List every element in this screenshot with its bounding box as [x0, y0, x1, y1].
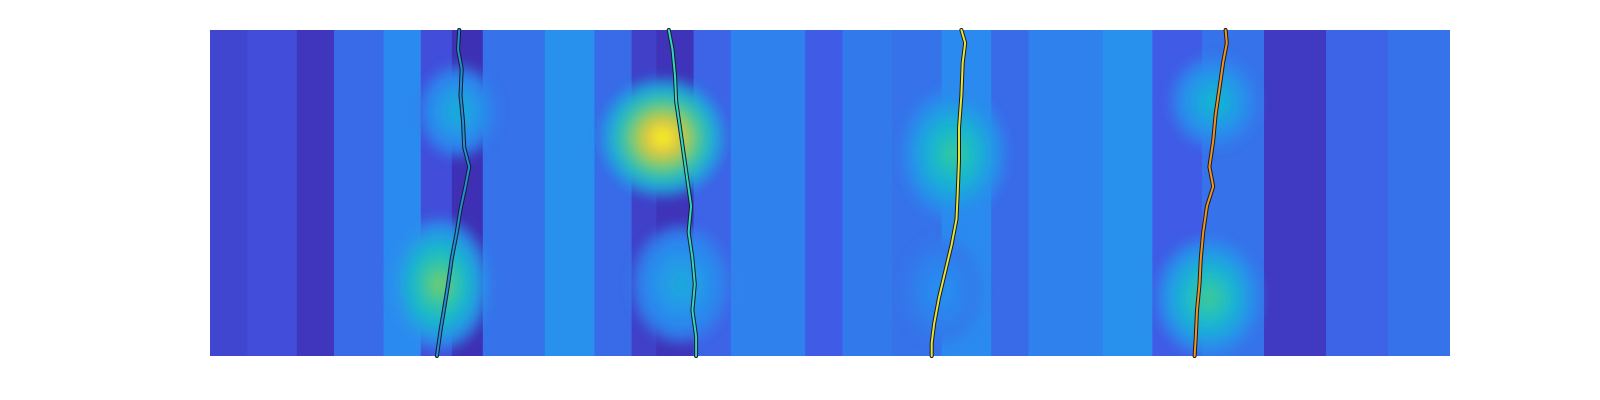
- heatmap-spot-1-upper: [418, 65, 498, 158]
- heatmap-spot-3-main: [901, 88, 1007, 220]
- series-trace-1: [434, 28, 472, 358]
- heatmap-cell-col-21: [1102, 30, 1153, 356]
- heatmap-cell-col-10: [594, 30, 633, 356]
- heatmap-spot-2-main-level-6: [652, 127, 673, 148]
- heatmap-spot-1-lower-level-6: [431, 273, 448, 296]
- heatmap-cell-col-8: [482, 30, 546, 356]
- heatmap-cell-col-3: [296, 30, 335, 356]
- series-trace-3-line: [930, 29, 967, 357]
- heatmap-spot-4-lower: [1156, 238, 1261, 356]
- series-trace-4: [1192, 28, 1229, 358]
- heatmap-cell-col-16: [842, 30, 893, 356]
- heatmap-spot-2-main: [600, 78, 725, 197]
- heatmap-cell-col-4: [334, 30, 385, 356]
- heatmap-cell-col-15: [805, 30, 843, 356]
- heatmap-cell-col-19: [991, 30, 1029, 356]
- series-trace-1-line: [435, 29, 471, 357]
- heatmap-layer: [210, 30, 1450, 356]
- series-trace-4-line: [1193, 29, 1228, 357]
- heatmap-cell-col-1: [210, 30, 248, 356]
- heatmap-spot-4-lower-level-6: [1199, 287, 1217, 308]
- series-trace-2: [666, 28, 699, 358]
- heatmap-spot-4-upper: [1171, 56, 1258, 148]
- heatmap-spot-2-lower: [631, 225, 731, 343]
- heatmap-cell-col-26: [1388, 30, 1450, 356]
- heatmap-spot-2-lower-level-6: [672, 274, 690, 295]
- heatmap-cell-col-24: [1264, 30, 1327, 356]
- heatmap-cell-col-2: [247, 30, 298, 356]
- series-trace-2-line: [667, 29, 698, 357]
- heatmap-cell-col-14: [730, 30, 806, 356]
- heatmap-cell-col-9: [544, 30, 595, 356]
- heatmap-cell-col-25: [1326, 30, 1389, 356]
- series-trace-3: [929, 28, 968, 358]
- heatmap-cell-col-20: [1028, 30, 1104, 356]
- plot-area: [210, 28, 1450, 358]
